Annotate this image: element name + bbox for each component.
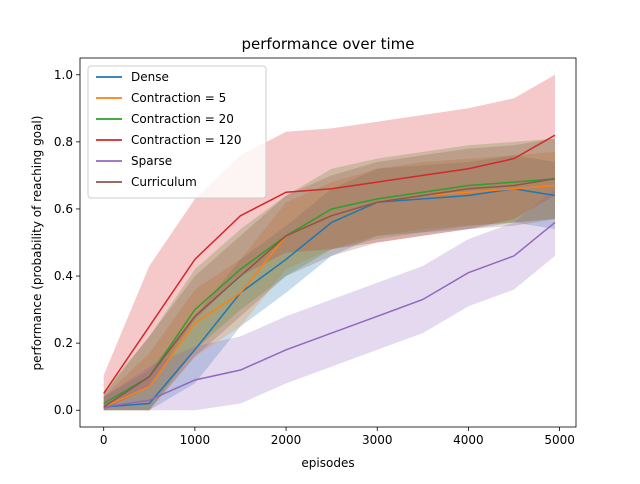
legend-label: Contraction = 120: [131, 133, 242, 147]
legend-label: Dense: [131, 70, 169, 84]
x-axis-label: episodes: [301, 456, 354, 470]
y-tick-label: 0.8: [54, 135, 73, 149]
x-tick-label: 4000: [453, 433, 484, 447]
band-1: [103, 151, 555, 411]
legend-box: [87, 65, 267, 199]
plot-frame: [79, 57, 577, 428]
chart-title: performance over time: [242, 35, 415, 53]
legend-label: Contraction = 20: [131, 112, 234, 126]
legend: Dense Contraction = 5 Contraction = 20 Cont…: [87, 65, 267, 199]
band-3: [103, 74, 555, 411]
series-line-4: [103, 221, 556, 408]
confidence-bands: [103, 74, 555, 411]
series-line-0: [103, 188, 556, 408]
band-0: [103, 155, 555, 411]
legend-label: Curriculum: [131, 175, 197, 189]
x-tick-label: 2000: [271, 433, 302, 447]
x-tick-label: 1000: [180, 433, 211, 447]
axis-ticks: 0 1000 2000 3000 4000 5000 0.0 0.2 0.4 0.6 0.8 1.0: [54, 68, 575, 447]
legend-label: Contraction = 5: [131, 91, 226, 105]
x-tick-label: 5000: [544, 433, 575, 447]
y-axis-label: performance (probability of reaching goa…: [30, 116, 44, 371]
y-tick-label: 1.0: [54, 68, 73, 82]
x-tick-label: 3000: [362, 433, 393, 447]
band-4: [103, 188, 555, 411]
series-line-5: [103, 178, 556, 408]
legend-label: Sparse: [131, 154, 172, 168]
x-tick-label: 0: [100, 433, 108, 447]
series-line-2: [103, 178, 556, 405]
band-5: [103, 138, 555, 411]
y-tick-label: 0.0: [54, 403, 73, 417]
series-line-3: [103, 134, 556, 394]
series-lines: [103, 134, 556, 408]
band-2: [103, 138, 555, 411]
y-tick-label: 0.2: [54, 336, 73, 350]
y-tick-label: 0.6: [54, 202, 73, 216]
y-tick-label: 0.4: [54, 269, 73, 283]
